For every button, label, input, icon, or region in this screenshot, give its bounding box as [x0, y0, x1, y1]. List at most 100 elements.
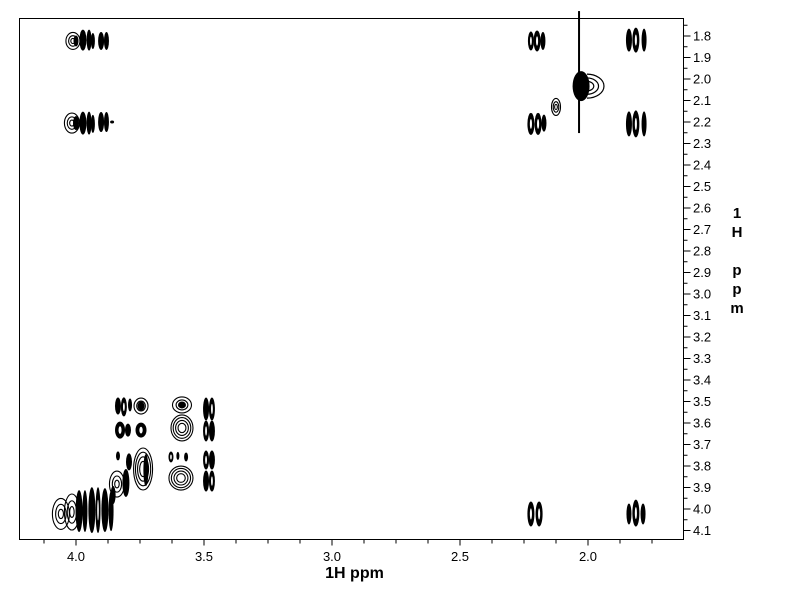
peak-bar — [98, 31, 105, 50]
peak-open-core — [118, 426, 122, 434]
peak-contour-ring — [554, 103, 558, 111]
peak-bar — [641, 28, 647, 52]
y-tick-label: 4.1 — [693, 523, 711, 538]
peak-open-core — [139, 426, 143, 434]
peak-fan-arc — [586, 80, 595, 92]
y-tick-label: 1.8 — [693, 29, 711, 44]
y-tick-label: 2.9 — [693, 265, 711, 280]
y-tick-label: 2.6 — [693, 201, 711, 216]
y-tick-label: 3.4 — [693, 373, 711, 388]
peak-contour-ring — [550, 97, 562, 116]
peak-open-core — [211, 476, 213, 486]
peak-contour-ring — [177, 422, 187, 434]
peak-contour-ring — [133, 397, 149, 415]
peak-blob — [572, 71, 590, 102]
peak-contour-ring — [136, 400, 146, 412]
peak-bar — [125, 453, 132, 471]
peak-bar — [73, 35, 79, 47]
y-tick-label: 1.9 — [693, 50, 711, 65]
y-tick-label: 2.7 — [693, 222, 711, 237]
peak-contour-ring — [55, 503, 67, 525]
peak-open-core — [205, 455, 207, 465]
peak-bar — [143, 454, 149, 487]
x-tick-label: 3.0 — [323, 549, 341, 564]
peak-bar — [103, 112, 109, 132]
peak-contour-ring — [66, 500, 78, 524]
peak-bar — [203, 470, 210, 492]
peak-dash — [115, 451, 120, 461]
peak-bar — [114, 397, 121, 415]
peak-contour-ring — [176, 473, 186, 483]
y-tick-label: 3.6 — [693, 416, 711, 431]
peak-open-core — [122, 402, 125, 412]
peak-contour-ring — [175, 419, 189, 437]
plot-frame — [19, 18, 684, 540]
peak-dash — [110, 120, 115, 124]
peak-open-core — [211, 403, 213, 415]
peak-bar — [98, 112, 105, 132]
peak-bar — [88, 487, 96, 534]
y-tick-label: 2.5 — [693, 179, 711, 194]
y-axis-title: 1 H p p m — [730, 205, 744, 317]
peak-contour-ring — [170, 414, 194, 442]
t1-noise-streak — [578, 11, 581, 134]
peak-open-core — [529, 118, 532, 129]
peak-open-core — [97, 499, 99, 521]
y-tick-label: 2.8 — [693, 244, 711, 259]
peak-contour-ring — [173, 470, 189, 486]
peak-contour-ring — [114, 479, 120, 489]
y-tick-label: 2.2 — [693, 115, 711, 130]
y-tick-label: 2.0 — [693, 72, 711, 87]
peak-bar — [208, 450, 215, 470]
peak-contour-ring — [133, 447, 154, 491]
peak-contour-ring — [57, 508, 64, 520]
peak-open-core — [538, 508, 541, 520]
y-tick-label: 4.0 — [693, 502, 711, 517]
peak-bar — [640, 503, 646, 525]
peak-fan-arc — [586, 77, 600, 95]
peak-bar — [86, 29, 92, 51]
peak-open-core — [205, 426, 207, 436]
peak-open-core — [634, 117, 637, 131]
peak-bar — [103, 31, 109, 50]
y-tick-label: 3.1 — [693, 308, 711, 323]
peak-dash — [184, 452, 189, 462]
y-tick-label: 3.8 — [693, 459, 711, 474]
peak-open-core — [536, 36, 539, 46]
peak-contour-ring — [111, 475, 123, 493]
peak-bar — [208, 420, 215, 442]
y-tick-label: 2.3 — [693, 136, 711, 151]
peak-contour-ring — [134, 451, 152, 487]
peak-open-core — [634, 34, 637, 46]
x-tick-label: 2.0 — [579, 549, 597, 564]
peak-open-core — [529, 508, 532, 520]
peak-bar — [79, 111, 87, 135]
peak-bar — [540, 31, 546, 50]
peak-contour-ring — [171, 396, 193, 414]
peak-bar — [128, 398, 133, 412]
peak-bar — [90, 114, 95, 133]
y-tick-label: 3.7 — [693, 437, 711, 452]
peak-open-core — [634, 507, 637, 520]
peak-bar — [203, 397, 210, 421]
peak-bar — [541, 114, 547, 132]
x-tick-label: 2.5 — [451, 549, 469, 564]
peak-bar — [82, 490, 88, 533]
peak-bar — [122, 468, 130, 497]
y-tick-label: 2.4 — [693, 158, 711, 173]
peak-contour-ring — [137, 456, 150, 482]
peak-bar — [626, 503, 632, 525]
peak-contour-ring — [552, 101, 560, 113]
peak-contour-ring — [69, 506, 75, 518]
peak-contour-ring — [170, 467, 192, 489]
y-tick-label: 3.9 — [693, 480, 711, 495]
peak-open-core — [530, 36, 532, 46]
x-tick-label: 3.5 — [195, 549, 213, 564]
peak-bar — [625, 111, 632, 137]
x-axis-title: 1H ppm — [325, 565, 384, 582]
peak-open-core — [170, 454, 172, 460]
peak-bar — [73, 116, 79, 131]
peak-bar — [79, 29, 87, 51]
